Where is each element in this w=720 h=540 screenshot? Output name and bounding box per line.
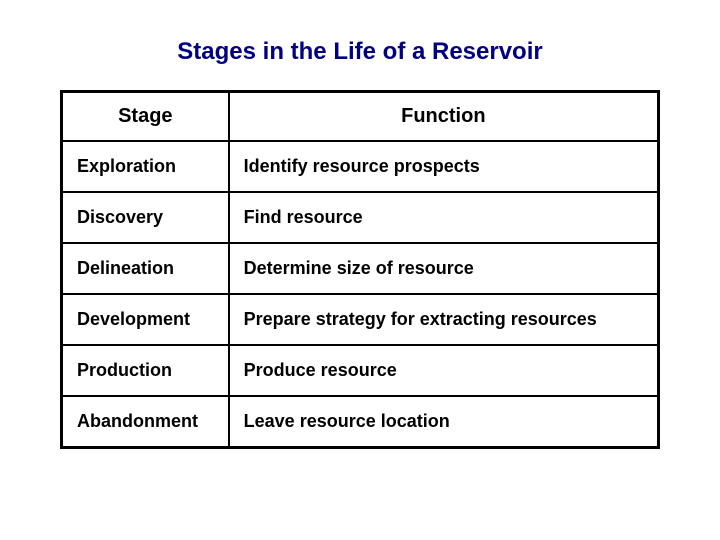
function-cell: Leave resource location <box>229 396 659 448</box>
table-row: Discovery Find resource <box>62 192 659 243</box>
table-header-row: Stage Function <box>62 92 659 142</box>
stages-table: Stage Function Exploration Identify reso… <box>60 90 660 449</box>
function-cell: Identify resource prospects <box>229 141 659 192</box>
stage-cell: Discovery <box>62 192 229 243</box>
column-header-function: Function <box>229 92 659 142</box>
table-row: Exploration Identify resource prospects <box>62 141 659 192</box>
column-header-stage: Stage <box>62 92 229 142</box>
page-title: Stages in the Life of a Reservoir <box>60 38 660 66</box>
stage-cell: Exploration <box>62 141 229 192</box>
function-cell: Determine size of resource <box>229 243 659 294</box>
table-row: Development Prepare strategy for extract… <box>62 294 659 345</box>
stage-cell: Production <box>62 345 229 396</box>
table-row: Delineation Determine size of resource <box>62 243 659 294</box>
stage-cell: Abandonment <box>62 396 229 448</box>
stage-cell: Development <box>62 294 229 345</box>
stage-cell: Delineation <box>62 243 229 294</box>
function-cell: Find resource <box>229 192 659 243</box>
function-cell: Produce resource <box>229 345 659 396</box>
function-cell: Prepare strategy for extracting resource… <box>229 294 659 345</box>
table-row: Abandonment Leave resource location <box>62 396 659 448</box>
table-row: Production Produce resource <box>62 345 659 396</box>
